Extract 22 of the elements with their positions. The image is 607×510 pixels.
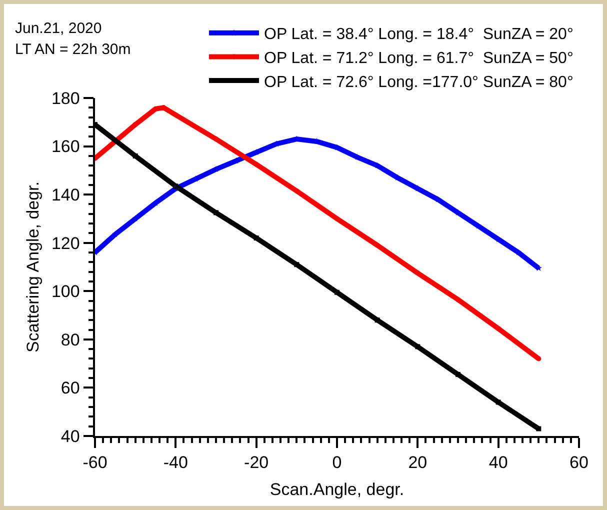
y-tick-label: 40 [60,426,80,446]
x-axis-title: Scan.Angle, degr. [270,480,404,500]
y-axis-title: Scattering Angle, degr. [24,181,43,353]
x-tick-label: 0 [332,453,342,472]
y-tick-label: 160 [51,137,80,156]
legend-label: OP Lat. = 71.2° Long. = 61.7° SunZA = 50° [264,50,574,67]
legend-label: OP Lat. = 38.4° Long. = 18.4° SunZA = 20° [264,26,574,44]
y-tick-label: 60 [60,378,80,398]
y-tick-label: 120 [51,234,80,253]
y-tick-label: 180 [51,88,80,108]
x-tick-label: -40 [163,453,188,472]
text: Jun.21, 2020 [15,20,102,37]
legend-label: OP Lat. = 72.6° Long. =177.0° SunZA = 80° [264,74,574,91]
x-tick-label: 60 [570,453,588,472]
y-tick-label: 140 [51,186,80,205]
x-tick-label: -60 [82,453,108,472]
x-tick-label: 40 [488,453,508,472]
x-tick-label: -20 [244,453,269,472]
y-tick-label: 80 [60,330,80,350]
text: LT AN = 22h 30m [15,41,131,58]
x-tick-label: 20 [408,453,428,472]
y-tick-label: 100 [51,282,80,302]
